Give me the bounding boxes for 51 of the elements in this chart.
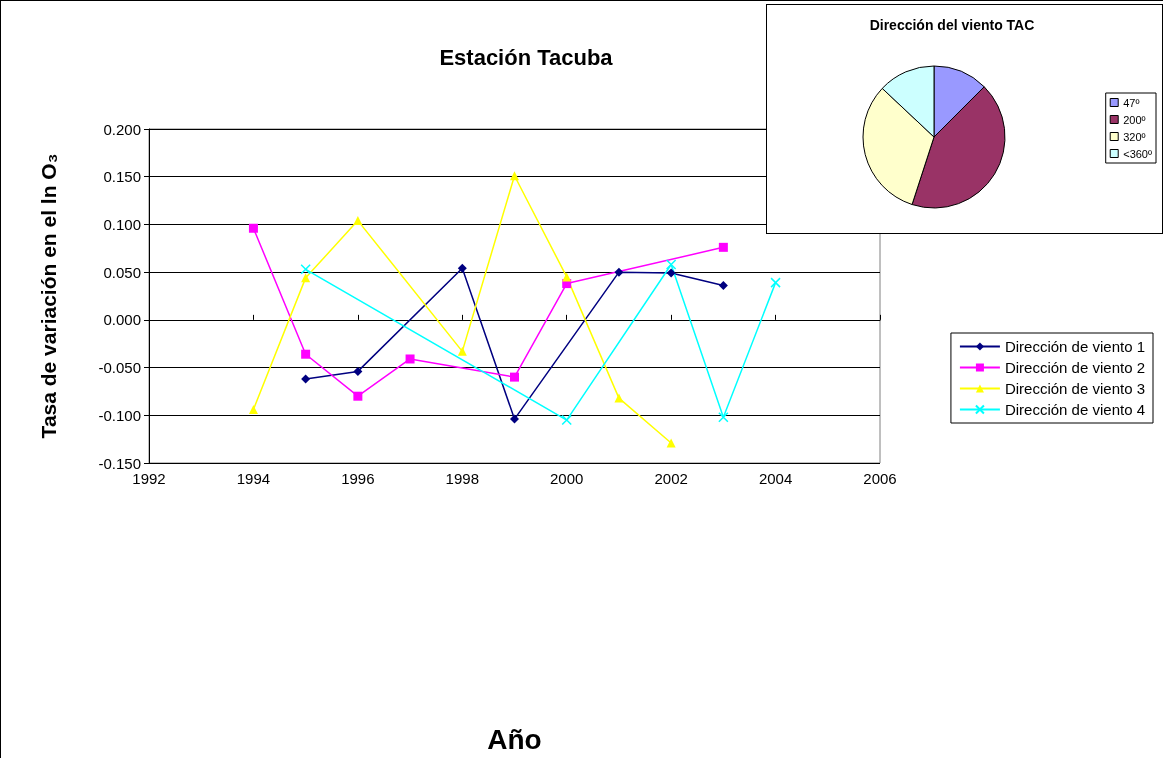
point bbox=[353, 391, 363, 401]
x-tick-label: 1998 bbox=[445, 470, 479, 487]
point bbox=[353, 366, 363, 376]
point bbox=[457, 263, 467, 273]
point bbox=[301, 349, 311, 359]
y-tick-label: 0.200 bbox=[103, 120, 141, 138]
point bbox=[300, 264, 311, 275]
point bbox=[718, 242, 728, 252]
point bbox=[665, 259, 677, 270]
point bbox=[248, 405, 258, 415]
x-tick-label: 1996 bbox=[341, 470, 375, 487]
point bbox=[510, 171, 519, 181]
x-axis-title: Año bbox=[487, 723, 542, 755]
chart-title: Estación Tacuba bbox=[439, 44, 614, 70]
point bbox=[510, 372, 519, 382]
legend-label: 320º bbox=[1123, 130, 1146, 143]
legend-label: 47º bbox=[1123, 96, 1140, 109]
point bbox=[561, 414, 572, 426]
y-tick-label: -0.050 bbox=[98, 359, 141, 377]
legend-label: <360º bbox=[1123, 147, 1152, 160]
point bbox=[614, 267, 624, 277]
y-tick-label: 0.000 bbox=[103, 311, 141, 329]
legend-label: Dirección de viento 4 bbox=[1004, 401, 1145, 418]
y-tick-label: -0.100 bbox=[98, 406, 141, 424]
legend-label: Dirección de viento 1 bbox=[1004, 338, 1145, 355]
point bbox=[770, 277, 781, 288]
point bbox=[614, 393, 624, 403]
chart-title: Dirección del viento TAC bbox=[869, 17, 1035, 33]
legend-label: Dirección de viento 2 bbox=[1004, 359, 1145, 376]
x-tick-label: 1994 bbox=[236, 470, 271, 487]
point bbox=[301, 374, 311, 384]
point bbox=[666, 268, 676, 278]
point bbox=[510, 414, 519, 424]
point bbox=[248, 223, 258, 233]
point bbox=[718, 281, 728, 290]
x-tick-label: 2006 bbox=[863, 470, 897, 487]
y-tick-label: 0.150 bbox=[103, 168, 141, 186]
y-tick-label: 0.100 bbox=[103, 215, 141, 233]
point bbox=[718, 411, 729, 423]
legend-label: Dirección de viento 3 bbox=[1004, 380, 1145, 397]
point bbox=[405, 354, 415, 364]
point bbox=[353, 216, 363, 226]
x-tick-label: 2004 bbox=[758, 470, 793, 487]
legend-label: 200º bbox=[1123, 113, 1146, 126]
point bbox=[457, 346, 467, 356]
y-axis-title: Tasa de variación en el ln O₃ bbox=[37, 153, 60, 439]
y-tick-label: -0.150 bbox=[98, 454, 141, 472]
x-tick-label: 2000 bbox=[550, 470, 584, 487]
x-tick-label: 1992 bbox=[132, 470, 166, 487]
x-tick-label: 2002 bbox=[654, 470, 688, 487]
y-tick-label: 0.050 bbox=[103, 263, 141, 281]
